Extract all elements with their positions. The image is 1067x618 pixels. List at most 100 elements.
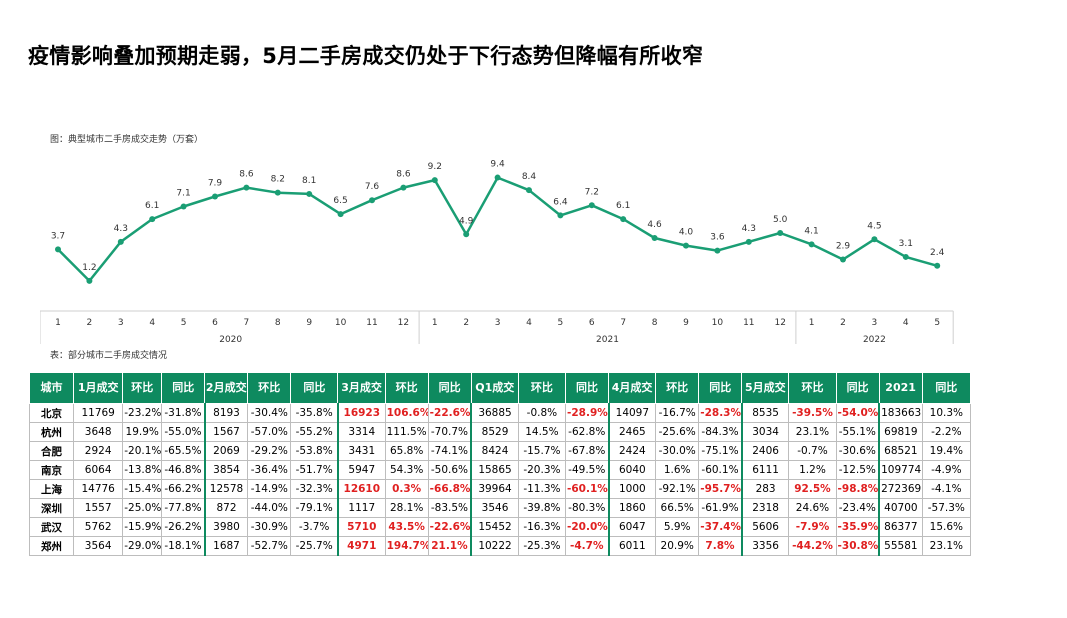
table-cell: 272369	[878, 479, 923, 499]
table-cell: 39964	[470, 479, 519, 499]
table-cell: -53.8%	[290, 441, 339, 461]
data-label: 4.1	[804, 226, 818, 236]
data-label: 5.0	[773, 215, 788, 225]
column-header: 同比	[564, 372, 610, 404]
data-label: 4.9	[459, 216, 474, 226]
data-point	[714, 247, 721, 254]
data-point	[306, 190, 313, 197]
x-tick-label: 3	[495, 318, 501, 328]
data-point	[683, 242, 689, 249]
table-cell: 15452	[470, 517, 519, 537]
city-cell: 合肥	[28, 441, 75, 461]
x-tick-label: 2	[840, 318, 846, 328]
x-tick-label: 1	[55, 318, 61, 328]
x-year-label: 2020	[219, 335, 242, 345]
city-cell: 深圳	[28, 498, 75, 518]
table-cell: -15.7%	[517, 441, 566, 461]
table-row: 郑州 3564 -29.0% -18.1% 1687 -52.7% -25.7% 4971 19…	[28, 536, 972, 556]
table-cell: -31.8%	[161, 403, 206, 423]
table-cell: 14097	[607, 403, 657, 423]
table-cell: 3648	[73, 422, 124, 442]
x-tick-label: 7	[244, 318, 250, 328]
table-cell: 69819	[878, 422, 923, 442]
table-cell: 54.3%	[384, 460, 429, 480]
table-cell: -74.1%	[427, 441, 472, 461]
data-label: 8.6	[239, 170, 254, 180]
data-label: 4.6	[647, 220, 662, 230]
table-cell: -25.3%	[517, 536, 566, 556]
data-point	[463, 231, 470, 238]
table-cell: 2465	[607, 422, 657, 442]
data-point	[588, 202, 595, 209]
table-cell: 6040	[607, 460, 657, 480]
table-cell: 19.9%	[122, 422, 163, 442]
table-cell: 19.4%	[921, 441, 972, 461]
table-cell: -23.4%	[835, 498, 880, 518]
x-tick-label: 9	[683, 318, 689, 328]
column-header: 环比	[788, 372, 837, 404]
table-cell: 3314	[336, 422, 386, 442]
data-label: 3.6	[710, 233, 725, 243]
column-header: Q1成交	[470, 372, 519, 404]
table-cell: 1567	[203, 422, 249, 442]
city-cell: 南京	[28, 460, 75, 480]
table-cell: 7.8%	[698, 536, 743, 556]
data-point	[777, 230, 784, 236]
column-header: 同比	[427, 372, 472, 404]
x-tick-label: 12	[398, 318, 409, 328]
column-header: 3月成交	[337, 372, 386, 404]
table-cell: 3564	[73, 536, 124, 556]
line-chart: 3.7 1.2 4.3 6.1 7.1 7.9 8.6 8.2 8.1 6.5 7.6 8.6 9.2 4…	[40, 160, 954, 345]
table-cell: 36885	[470, 403, 519, 423]
table-caption: 表：部分城市二手房成交情况	[50, 351, 168, 361]
table-cell: 6064	[73, 460, 124, 480]
table-cell: 65.8%	[384, 441, 429, 461]
table-cell: 6047	[607, 517, 657, 537]
table-cell: -30.4%	[247, 403, 292, 423]
data-label: 8.4	[522, 172, 537, 182]
data-label: 4.3	[114, 224, 128, 234]
data-point	[808, 241, 815, 248]
table-cell: -2.2%	[921, 422, 972, 442]
x-tick-label: 1	[809, 318, 815, 328]
data-point	[86, 277, 93, 284]
data-point	[212, 193, 218, 200]
table-cell: -13.8%	[122, 460, 163, 480]
x-tick-label: 5	[181, 318, 187, 328]
x-tick-label: 4	[903, 318, 909, 328]
data-label: 8.2	[271, 175, 285, 185]
table-cell: -66.8%	[427, 479, 472, 499]
table-cell: 12610	[336, 479, 386, 499]
table-cell: 15.6%	[921, 517, 972, 537]
table-cell: -79.1%	[290, 498, 339, 518]
table-cell: 6111	[740, 460, 790, 480]
city-cell: 郑州	[28, 536, 75, 556]
table-cell: -75.1%	[698, 441, 743, 461]
table-cell: 5762	[73, 517, 124, 537]
column-header: 环比	[655, 372, 700, 404]
table-cell: 68521	[878, 441, 923, 461]
table-cell: 5606	[740, 517, 790, 537]
column-header: 同比	[835, 372, 880, 404]
table-cell: 109774	[878, 460, 923, 480]
table-cell: -22.6%	[427, 517, 472, 537]
table-cell: 3034	[740, 422, 790, 442]
table-cell: 2069	[203, 441, 249, 461]
column-header: 环比	[247, 372, 292, 404]
x-tick-label: 9	[306, 318, 312, 328]
table-header-row: 城市 1月成交 环比 同比 2月成交 环比 同比 3月成交 环比 同比 Q1成交 环比 同比 4月成交 环比…	[28, 372, 972, 404]
table-cell: 2406	[740, 441, 790, 461]
table-cell: -35.8%	[290, 403, 339, 423]
table-cell: -67.8%	[564, 441, 610, 461]
table-cell: 8529	[470, 422, 519, 442]
table-cell: 4971	[336, 536, 386, 556]
table-cell: -4.1%	[921, 479, 972, 499]
table-cell: -62.8%	[564, 422, 610, 442]
table-cell: -4.7%	[564, 536, 610, 556]
data-point	[55, 246, 61, 253]
data-point	[557, 212, 564, 219]
table-cell: 14776	[73, 479, 124, 499]
x-year-label: 2022	[863, 335, 886, 345]
table-cell: 11769	[73, 403, 124, 423]
table-cell: -30.8%	[835, 536, 880, 556]
